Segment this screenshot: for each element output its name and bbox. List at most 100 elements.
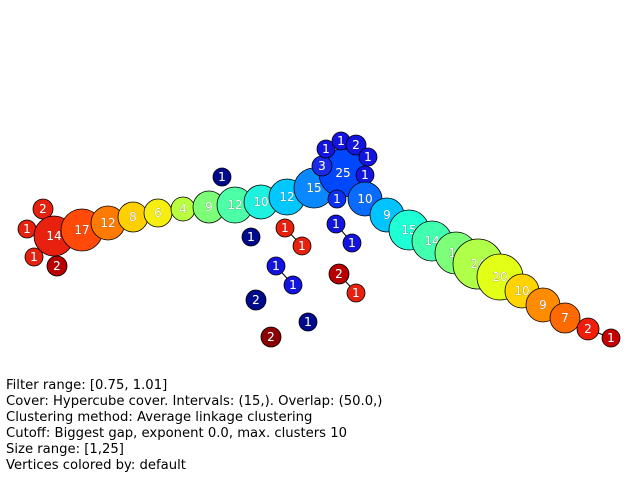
node-label: 8 (129, 210, 137, 224)
clustering-method-text: Clustering method: Average linkage clust… (6, 410, 313, 425)
node-label: 1 (348, 236, 356, 250)
node-a22[interactable]: 1 (355, 165, 375, 185)
node-label: 1 (247, 230, 255, 244)
node-b4[interactable]: 1 (292, 236, 312, 256)
node-label: 14 (424, 234, 439, 248)
node-label: 1 (322, 142, 330, 156)
node-circle[interactable] (241, 227, 261, 247)
node-a33[interactable]: 7 (549, 302, 581, 334)
node-label: 12 (279, 190, 294, 204)
node-a34[interactable]: 2 (576, 317, 600, 341)
node-b3[interactable]: 1 (275, 218, 295, 238)
node-b1[interactable]: 1 (212, 167, 232, 187)
node-label: 4 (179, 202, 187, 216)
graph-info-panel: Filter range: [0.75, 1.01] Cover: Hyperc… (6, 378, 382, 474)
node-circle[interactable] (260, 326, 282, 348)
cutoff-text: Cutoff: Biggest gap, exponent 0.0, max. … (6, 426, 348, 441)
node-a10[interactable]: 4 (170, 196, 196, 222)
node-label: 20 (492, 270, 507, 284)
graph-canvas: 2114121712864912101215253112111109151416… (17, 131, 621, 348)
node-a12[interactable]: 12 (216, 186, 254, 224)
cover-text: Cover: Hypercube cover. Intervals: (15,)… (6, 394, 383, 409)
node-label: 3 (318, 159, 326, 173)
node-label: 10 (514, 284, 529, 298)
node-a18[interactable]: 1 (316, 139, 336, 159)
node-circle[interactable] (601, 328, 621, 348)
node-circle[interactable] (292, 236, 312, 256)
node-label: 9 (205, 200, 213, 214)
size-range-text: Size range: [1,25] (6, 442, 124, 457)
node-label: 6 (154, 206, 162, 220)
node-a17[interactable]: 3 (311, 155, 333, 177)
node-circle[interactable] (24, 247, 44, 267)
node-label: 15 (401, 223, 416, 237)
node-b11[interactable]: 1 (346, 283, 366, 303)
node-label: 10 (357, 192, 372, 206)
node-circle[interactable] (245, 289, 267, 311)
node-label: 1 (361, 168, 369, 182)
node-label: 1 (364, 150, 372, 164)
node-label: 2 (267, 330, 275, 344)
filter-range-text: Filter range: [0.75, 1.01] (6, 378, 168, 393)
node-circle[interactable] (212, 167, 232, 187)
node-a23[interactable]: 1 (327, 189, 347, 209)
node-circle[interactable] (326, 214, 346, 234)
node-circle[interactable] (358, 147, 378, 167)
node-circle[interactable] (46, 255, 68, 277)
node-circle[interactable] (316, 139, 336, 159)
node-a20[interactable]: 2 (345, 134, 367, 156)
node-a8[interactable]: 8 (117, 201, 149, 233)
node-label: 1 (281, 221, 289, 235)
node-b6[interactable]: 1 (342, 233, 362, 253)
node-label: 12 (100, 216, 115, 230)
node-circle[interactable] (576, 317, 600, 341)
node-a9[interactable]: 6 (143, 198, 173, 228)
node-circle[interactable] (342, 233, 362, 253)
node-circle[interactable] (549, 302, 581, 334)
node-a13[interactable]: 10 (243, 184, 279, 220)
node-label: 2 (53, 259, 61, 273)
node-a19[interactable]: 1 (331, 131, 351, 151)
node-label: 1 (218, 170, 226, 184)
node-a7[interactable]: 12 (90, 205, 126, 241)
node-b9[interactable]: 2 (245, 289, 267, 311)
node-a2[interactable]: 1 (17, 219, 37, 239)
node-label: 1 (289, 278, 297, 292)
node-label: 9 (383, 208, 391, 222)
node-circle[interactable] (275, 218, 295, 238)
node-a4[interactable]: 1 (24, 247, 44, 267)
node-label: 1 (304, 315, 312, 329)
node-label: 17 (74, 223, 89, 237)
node-b10[interactable]: 2 (328, 263, 350, 285)
node-label: 1 (332, 217, 340, 231)
node-b13[interactable]: 2 (260, 326, 282, 348)
node-label: 2 (252, 293, 260, 307)
node-b5[interactable]: 1 (326, 214, 346, 234)
node-circle[interactable] (345, 134, 367, 156)
node-circle[interactable] (327, 189, 347, 209)
node-circle[interactable] (298, 312, 318, 332)
node-a35[interactable]: 1 (601, 328, 621, 348)
node-label: 7 (561, 311, 569, 325)
node-circle[interactable] (346, 283, 366, 303)
node-circle[interactable] (328, 263, 350, 285)
node-label: 1 (272, 259, 280, 273)
node-label: 1 (298, 239, 306, 253)
node-label: 1 (333, 192, 341, 206)
node-label: 1 (23, 222, 31, 236)
node-b12[interactable]: 1 (298, 312, 318, 332)
node-circle[interactable] (283, 275, 303, 295)
node-label: 1 (30, 250, 38, 264)
node-label: 2 (584, 322, 592, 336)
node-label: 14 (46, 229, 61, 243)
node-b8[interactable]: 1 (283, 275, 303, 295)
node-b2[interactable]: 1 (241, 227, 261, 247)
vertex-coloring-text: Vertices colored by: default (6, 458, 186, 473)
graph-nodes: 2114121712864912101215253112111109151416… (17, 131, 621, 348)
node-label: 2 (335, 267, 343, 281)
node-b7[interactable]: 1 (266, 256, 286, 276)
node-circle[interactable] (266, 256, 286, 276)
node-label: 2 (352, 138, 360, 152)
node-a21[interactable]: 1 (358, 147, 378, 167)
node-a5[interactable]: 2 (46, 255, 68, 277)
